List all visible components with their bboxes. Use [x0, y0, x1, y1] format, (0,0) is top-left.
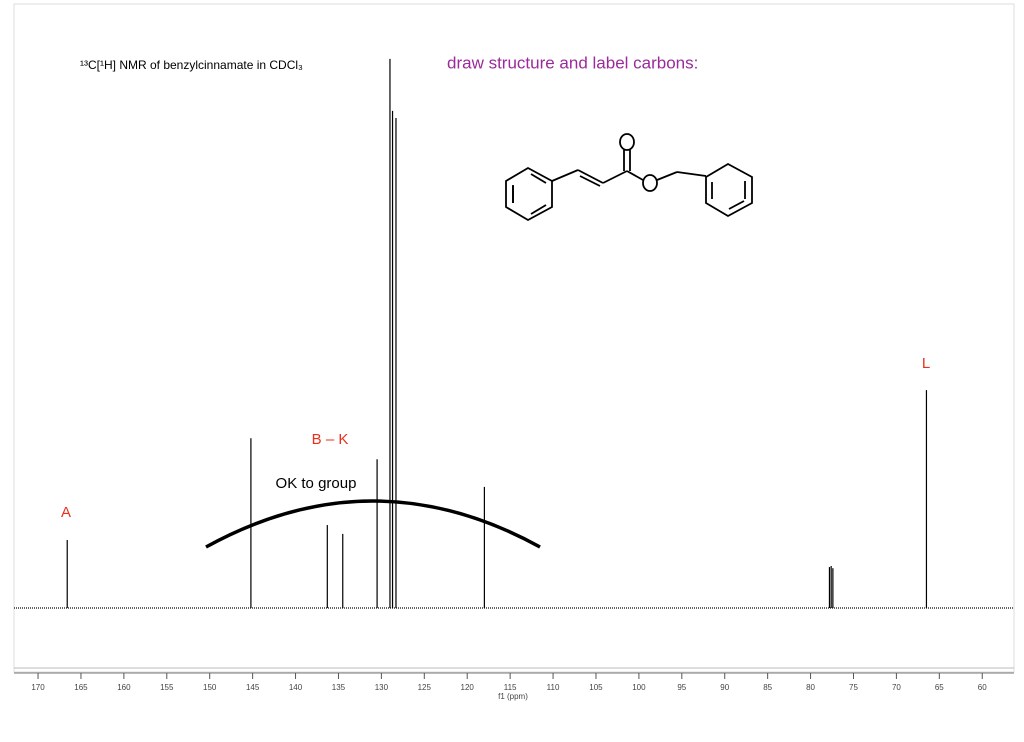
x-tick-label: 110 [547, 683, 560, 692]
annotation: A [61, 504, 71, 521]
annotation: B – K [312, 431, 349, 448]
chart-title: ¹³C[¹H] NMR of benzylcinnamate in CDCl₃ [80, 58, 303, 72]
x-axis-label: f1 (ppm) [498, 692, 528, 701]
frame [13, 3, 1015, 673]
x-tick-label: 140 [289, 683, 303, 692]
group-arc [205, 499, 541, 549]
x-tick-label: 65 [935, 683, 944, 692]
x-tick-label: 100 [632, 683, 646, 692]
x-tick-label: 95 [677, 683, 686, 692]
x-tick-label: 105 [589, 683, 603, 692]
x-tick-label: 70 [892, 683, 901, 692]
x-tick-label: 85 [763, 683, 772, 692]
x-tick-label: 115 [504, 683, 517, 692]
x-tick-label: 60 [978, 683, 987, 692]
x-tick-label: 170 [31, 683, 45, 692]
x-tick-label: 135 [332, 683, 346, 692]
annotation: OK to group [276, 475, 357, 492]
annotation: L [922, 355, 930, 372]
x-tick-label: 75 [849, 683, 858, 692]
x-tick-label: 80 [806, 683, 815, 692]
x-tick-label: 130 [375, 683, 389, 692]
x-tick-label: 165 [74, 683, 88, 692]
structure [505, 133, 753, 222]
x-tick-label: 90 [720, 683, 729, 692]
x-tick-label: 145 [246, 683, 260, 692]
x-tick-label: 150 [203, 683, 217, 692]
x-tick-label: 125 [418, 683, 432, 692]
chart-subtitle: draw structure and label carbons: [447, 53, 698, 72]
x-tick-label: 160 [117, 683, 131, 692]
x-tick-label: 155 [160, 683, 174, 692]
x-tick-label: 120 [461, 683, 475, 692]
